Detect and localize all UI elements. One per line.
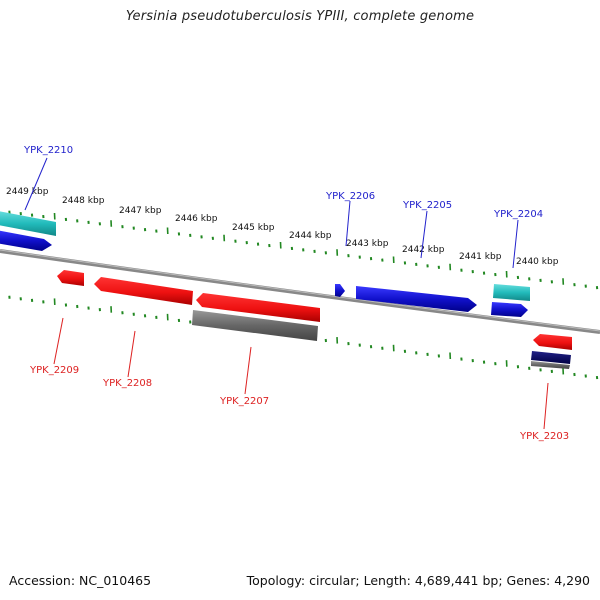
scale-label: 2442 kbp: [402, 245, 445, 255]
scale-label: 2448 kbp: [62, 196, 105, 206]
feature-gray-right: [531, 361, 570, 369]
gene-label-ypk-2203[interactable]: YPK_2203: [519, 431, 569, 442]
leader-line: [420, 210, 428, 259]
scale-ticks-top: [8, 210, 599, 290]
genome-backbone-highlight: [0, 249, 600, 332]
gene-arrow-ypk-2205[interactable]: [356, 286, 477, 312]
scale-label: 2445 kbp: [232, 223, 275, 233]
leader-line: [244, 346, 252, 395]
leader-line: [53, 317, 64, 365]
gene-label-ypk-2208[interactable]: YPK_2208: [102, 378, 152, 389]
gene-label-ypk-2204[interactable]: YPK_2204: [493, 209, 543, 220]
leader-line: [512, 219, 519, 269]
scale-label: 2449 kbp: [6, 187, 49, 197]
feature-cyan-right: [493, 284, 530, 301]
gene-label-ypk-2205[interactable]: YPK_2205: [402, 200, 452, 211]
scale-label: 2441 kbp: [459, 252, 502, 262]
gene-arrow-ypk-2208[interactable]: [94, 277, 193, 305]
scale-label: 2443 kbp: [346, 239, 389, 249]
gene-label-ypk-2207[interactable]: YPK_2207: [219, 396, 269, 407]
gene-arrow-ypk-2210[interactable]: [0, 230, 52, 251]
gene-arrow-ypk-2206[interactable]: [335, 284, 345, 297]
genome-summary-text: Topology: circular; Length: 4,689,441 bp…: [246, 573, 590, 588]
feature-cyan-left: [0, 211, 56, 236]
leader-line: [345, 200, 351, 247]
gene-label-ypk-2206[interactable]: YPK_2206: [325, 191, 375, 202]
leader-line: [127, 330, 136, 378]
genome-backbone: [0, 249, 600, 334]
scale-label: 2444 kbp: [289, 231, 332, 241]
gene-arrow-ypk-2207[interactable]: [196, 293, 320, 322]
leader-line: [543, 382, 549, 430]
map-title: Yersinia pseudotuberculosis YPIII, compl…: [125, 9, 475, 24]
feature-navy-right: [531, 351, 571, 364]
scale-label: 2447 kbp: [119, 206, 162, 216]
feature-gray-left: [192, 310, 318, 341]
scale-label: 2446 kbp: [175, 214, 218, 224]
gene-arrow-ypk-2209[interactable]: [57, 270, 84, 286]
gene-label-ypk-2210[interactable]: YPK_2210: [23, 145, 73, 156]
gene-arrow-ypk-2203[interactable]: [533, 334, 572, 350]
accession-text: Accession: NC_010465: [9, 573, 152, 588]
leader-line: [24, 157, 48, 211]
gene-label-ypk-2209[interactable]: YPK_2209: [29, 365, 79, 376]
gene-arrow-ypk-2204[interactable]: [491, 302, 528, 317]
scale-labels: 2449 kbp 2448 kbp 2447 kbp 2446 kbp 2445…: [6, 187, 559, 267]
scale-label: 2440 kbp: [516, 257, 559, 267]
